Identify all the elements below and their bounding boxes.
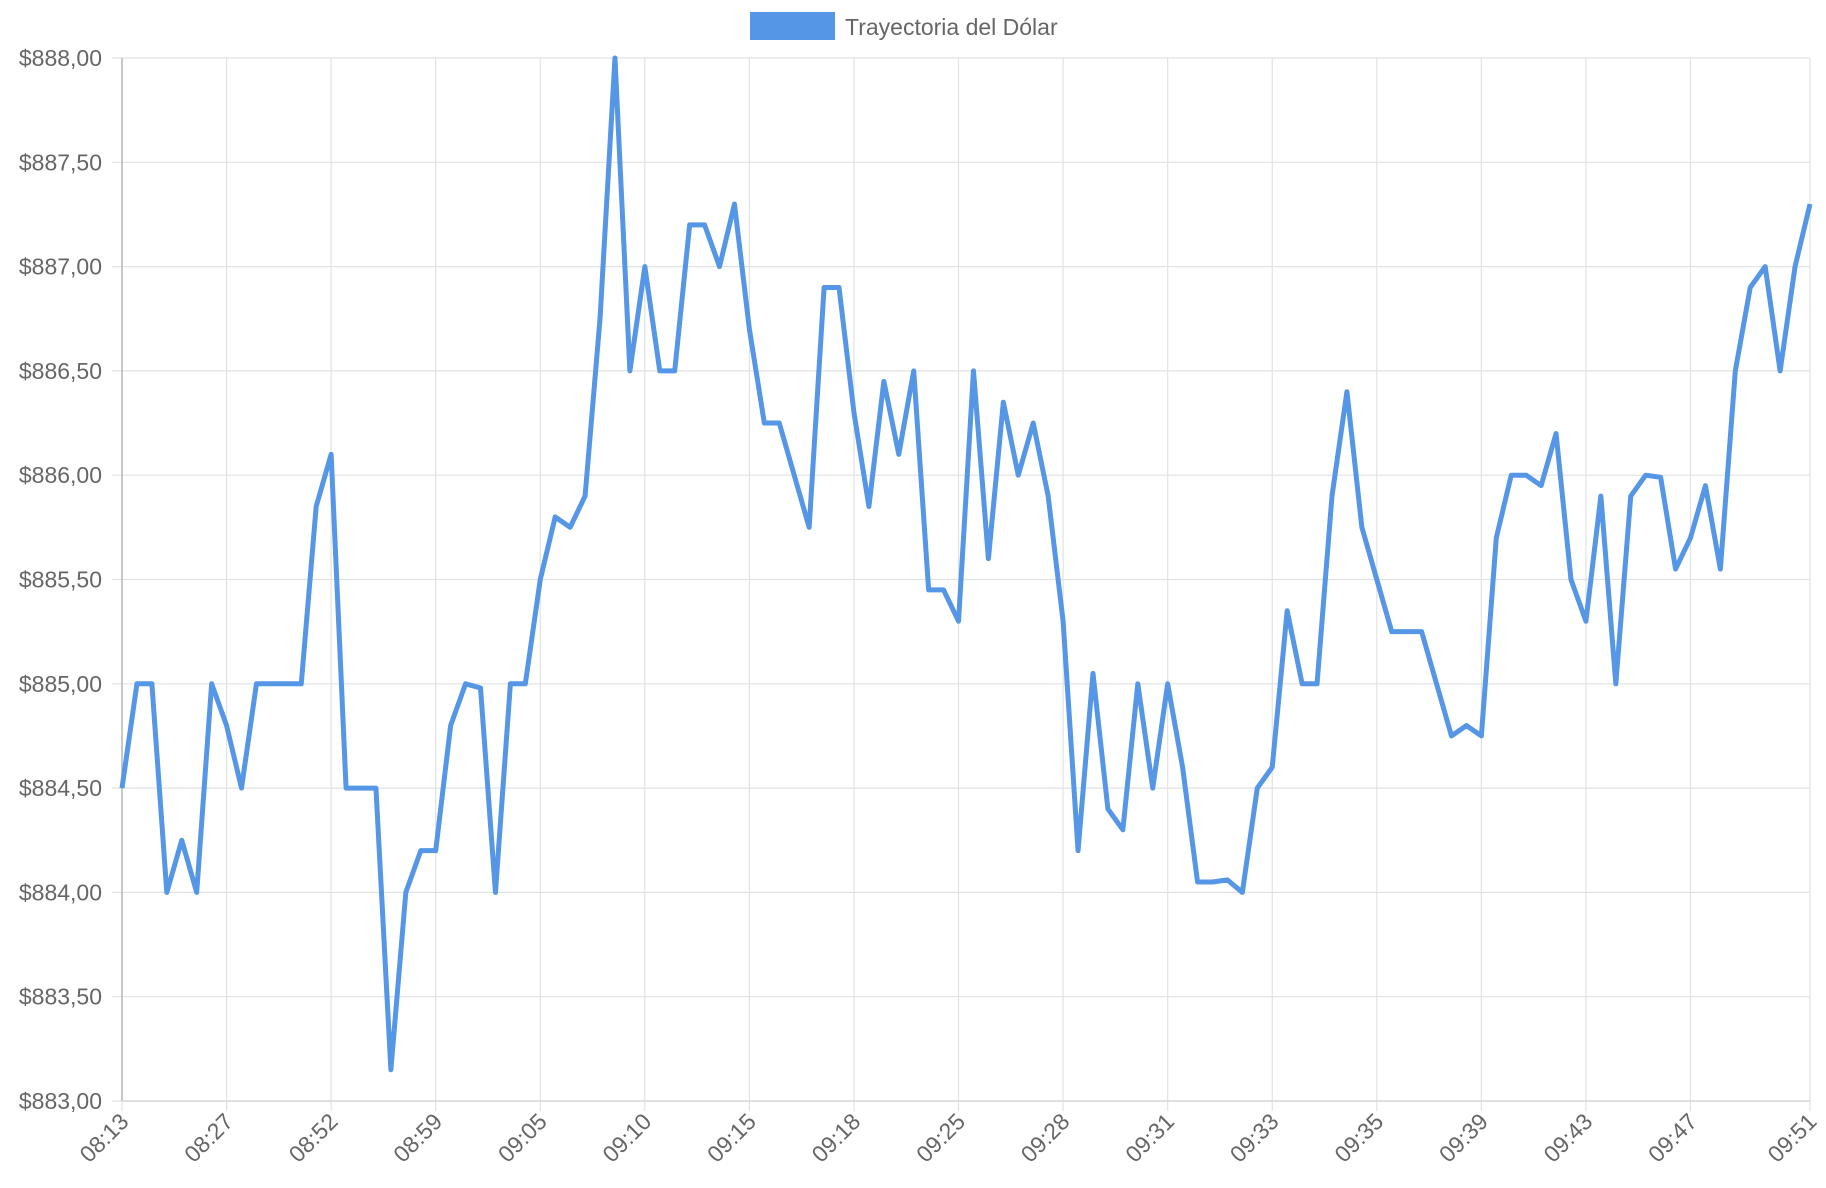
y-tick-label: $884,50 — [19, 775, 102, 801]
y-tick-label: $885,00 — [19, 671, 102, 697]
x-tick-label: 09:35 — [1329, 1108, 1388, 1167]
x-tick-label: 08:59 — [388, 1108, 447, 1167]
x-tick-label: 09:47 — [1643, 1108, 1702, 1167]
x-tick-label: 09:15 — [702, 1108, 761, 1167]
y-tick-label: $887,00 — [19, 254, 102, 280]
x-tick-label: 09:43 — [1538, 1108, 1597, 1167]
y-tick-label: $886,50 — [19, 358, 102, 384]
legend-label: Trayectoria del Dólar — [845, 14, 1058, 40]
y-tick-label: $884,00 — [19, 879, 102, 905]
x-tick-label: 09:31 — [1120, 1108, 1179, 1167]
x-tick-label: 09:25 — [911, 1108, 970, 1167]
x-tick-label: 09:10 — [597, 1108, 656, 1167]
x-tick-label: 08:13 — [74, 1108, 133, 1167]
x-tick-label: 09:05 — [493, 1108, 552, 1167]
legend-swatch — [750, 12, 835, 40]
data-line — [119, 55, 1813, 1073]
y-tick-label: $886,00 — [19, 462, 102, 488]
y-tick-label: $885,50 — [19, 567, 102, 593]
x-tick-label: 09:33 — [1225, 1108, 1284, 1167]
x-tick-label: 09:39 — [1434, 1108, 1493, 1167]
x-tick-label: 08:27 — [179, 1108, 238, 1167]
x-tick-label: 09:28 — [1016, 1108, 1075, 1167]
y-tick-label: $887,50 — [19, 149, 102, 175]
y-tick-label: $883,50 — [19, 984, 102, 1010]
y-tick-label: $888,00 — [19, 45, 102, 71]
x-tick-label: 08:52 — [284, 1108, 343, 1167]
x-tick-label: 09:51 — [1762, 1108, 1821, 1167]
x-tick-label: 09:18 — [806, 1108, 865, 1167]
y-tick-label: $883,00 — [19, 1088, 102, 1114]
